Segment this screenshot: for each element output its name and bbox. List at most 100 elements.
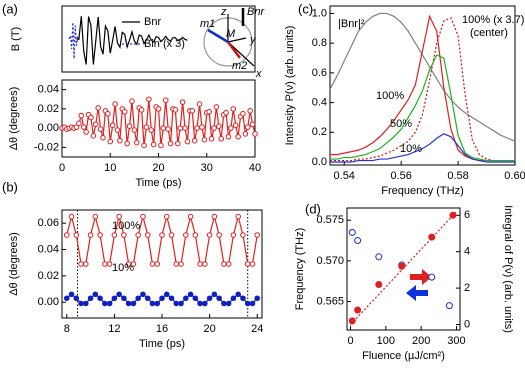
x-tick-label: 300 [447, 335, 465, 347]
panel-label: (b) [2, 179, 18, 194]
data-point [124, 140, 130, 147]
data-point [242, 131, 249, 137]
x-tick-label: 20 [152, 162, 164, 174]
data-point [230, 106, 237, 112]
y-axis-label: B (T) [10, 27, 22, 51]
x-axis-label: Fluence (µJ/cm²) [362, 350, 445, 362]
data-point [178, 300, 184, 307]
data-point [184, 138, 191, 145]
y-axis-label: Δθ (degrees) [8, 87, 20, 151]
data-point [154, 261, 161, 267]
y2-tick-label: 6 [464, 209, 470, 221]
data-point [131, 127, 138, 133]
series-line [68, 22, 80, 59]
data-point [90, 133, 97, 139]
data-point [63, 232, 70, 238]
data-point [68, 213, 75, 220]
data-point [247, 108, 253, 114]
data-point [76, 120, 82, 127]
data-point [87, 295, 94, 302]
data-point [155, 106, 162, 112]
data-point [109, 122, 116, 129]
series-line [330, 133, 515, 163]
inset-label: m2 [232, 60, 247, 72]
data-point [192, 295, 199, 302]
data-point [87, 232, 94, 238]
data-point [375, 253, 383, 261]
data-point [375, 280, 383, 288]
data-point [116, 213, 122, 220]
data-point [240, 295, 246, 302]
inset-label: y [249, 34, 257, 46]
y-tick-label: 0.4 [312, 96, 327, 108]
data-point [168, 232, 175, 238]
x-tick-label: 10 [104, 162, 116, 174]
data-point [78, 112, 85, 119]
data-point [141, 142, 147, 149]
plot-frame [346, 207, 461, 331]
arrows [406, 269, 432, 301]
data-point [143, 124, 150, 130]
data-point [228, 125, 234, 131]
data-point [216, 295, 222, 302]
data-point [129, 98, 135, 104]
data-point [187, 213, 194, 220]
data-point [150, 141, 157, 148]
data-point [235, 133, 241, 140]
data-point [354, 237, 362, 245]
y-tick-label: 0.04 [38, 243, 59, 255]
data-point [78, 300, 84, 307]
data-point [121, 295, 127, 302]
data-point [175, 140, 181, 147]
data-point [428, 233, 436, 241]
panel-label: (c) [298, 1, 313, 16]
data-point [92, 121, 99, 128]
data-point [177, 125, 184, 131]
data-point [146, 96, 152, 103]
data-point [130, 261, 137, 267]
inset-label: z [220, 6, 227, 18]
data-point [189, 108, 196, 114]
data-point [144, 232, 151, 238]
data-point [178, 261, 184, 267]
data-point [140, 291, 146, 298]
annotation: 50% [390, 118, 412, 130]
data-point [244, 300, 251, 307]
series-line [76, 16, 188, 65]
annotation: (center) [470, 27, 508, 39]
data-point [106, 300, 113, 307]
data-point [63, 295, 70, 302]
data-point [168, 295, 175, 302]
data-point [249, 300, 256, 307]
data-point [100, 134, 106, 141]
x-tick-label: 0.56 [390, 170, 411, 182]
data-point [105, 110, 111, 117]
data-point [173, 300, 180, 307]
data-point [116, 291, 122, 298]
inset-m2 [227, 41, 241, 59]
data-point [107, 138, 114, 145]
data-point [135, 295, 141, 302]
data-point [83, 261, 89, 267]
data-point [73, 232, 80, 238]
data-point [138, 107, 145, 113]
y2-axis-label: Integral of P(ν) (arb. units) [502, 205, 514, 333]
data-point [140, 213, 146, 220]
x-tick-label: 40 [249, 162, 261, 174]
y-tick-label: 0.00 [38, 296, 59, 308]
x-tick-label: 16 [156, 323, 168, 335]
y-tick-label: 0.02 [38, 270, 59, 282]
data-point [163, 213, 170, 220]
annotation: 100% [376, 90, 404, 102]
blue-arrow [406, 285, 428, 301]
legend-label: Bnr [144, 16, 161, 28]
data-point [221, 261, 227, 267]
data-point [211, 125, 217, 131]
inset-m1 [207, 28, 229, 44]
annotation: |Bnr|² [338, 18, 365, 30]
data-point [73, 124, 80, 130]
data-point [192, 232, 199, 238]
data-point [213, 104, 220, 110]
data-point [187, 291, 194, 298]
y-tick-label: 0.02 [38, 103, 59, 115]
